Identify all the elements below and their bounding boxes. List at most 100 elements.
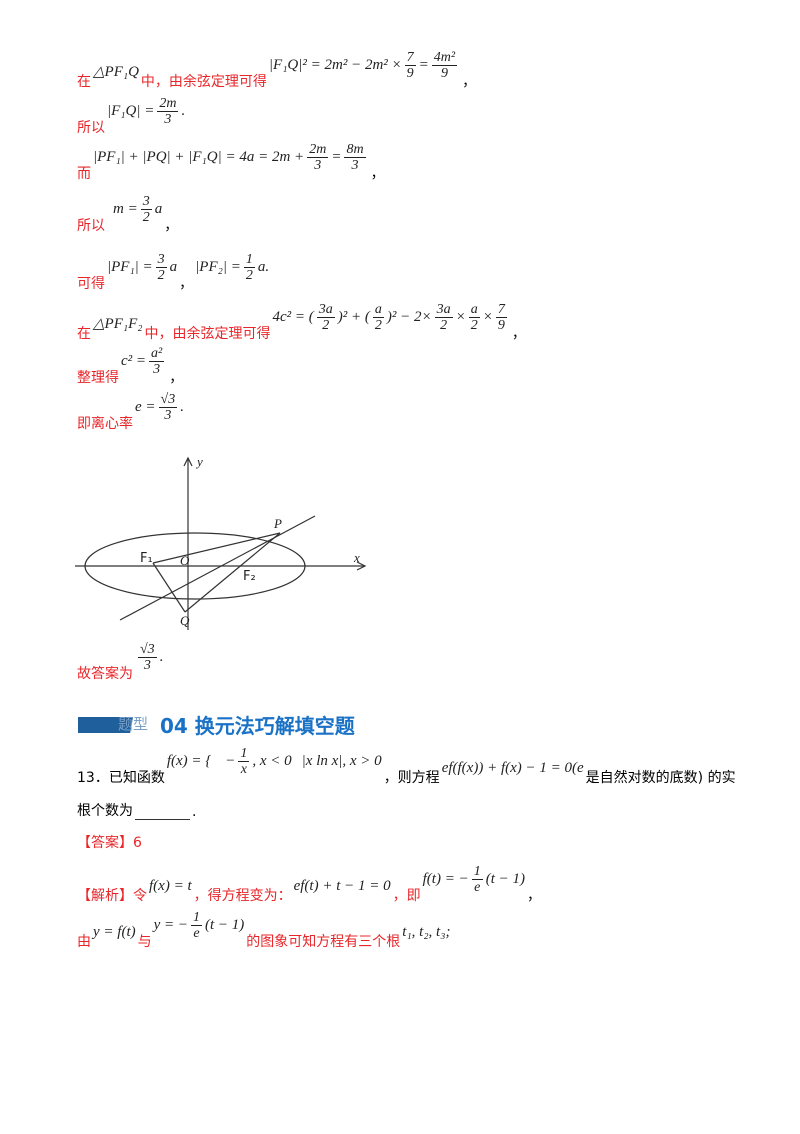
expr: −	[225, 753, 236, 769]
label-x: x	[353, 550, 360, 565]
num: √3	[138, 642, 157, 658]
math-eq: |F₁Q| = 2m 3.	[107, 96, 185, 127]
den: 3	[143, 658, 151, 673]
num: 1	[243, 252, 255, 268]
text: 根个数为	[77, 803, 133, 819]
expr: e =	[135, 399, 156, 415]
math: y = − 1 e (t − 1)	[154, 910, 245, 941]
math: y = f(t)	[93, 924, 136, 940]
expr: f(t) = −	[422, 871, 469, 887]
expr: .	[181, 103, 186, 119]
math: ef(t) + t − 1 = 0	[293, 878, 391, 894]
fraction: 3a 2	[316, 302, 335, 333]
text: ，	[462, 74, 477, 90]
text: .	[192, 804, 197, 820]
fraction: 8m 3	[344, 142, 366, 173]
expr: =	[418, 57, 429, 73]
expr: (t − 1)	[205, 917, 245, 933]
section-heading: 题型 04 换元法巧解填空题	[78, 710, 355, 739]
badge-text: 题型	[118, 714, 149, 733]
expr: a.	[257, 259, 270, 275]
expr: )² + (	[337, 309, 370, 325]
text: ，	[179, 276, 194, 292]
text: 整理得	[77, 370, 119, 386]
text: ，得方程变为：	[193, 888, 292, 904]
den: 3	[153, 362, 161, 377]
den: e	[193, 926, 200, 941]
text: 而	[77, 166, 91, 182]
expr: |PF₁| =	[107, 259, 153, 275]
num: 3	[140, 194, 152, 210]
den: 3	[351, 158, 359, 173]
text: 所以	[77, 218, 105, 234]
math-eq: |PF₁| + |PQ| + |F₁Q| = 4a = 2m + 2m 3 = 8…	[93, 142, 369, 173]
text: 即离心率	[77, 416, 133, 432]
num: 3a	[434, 302, 453, 318]
x-axis-arrow	[356, 561, 367, 571]
den: 9	[440, 66, 448, 81]
y-axis-arrow	[183, 456, 193, 467]
section-badge: 题型	[78, 715, 148, 733]
answer-blank	[135, 819, 190, 820]
text: ) 的实	[697, 770, 736, 786]
num: 8m	[344, 142, 366, 158]
math-equation: ef(f(x)) + f(x) − 1 = 0(e	[441, 760, 584, 776]
text: 与	[137, 934, 152, 950]
text: 由	[77, 934, 91, 950]
fraction: 2m 3	[157, 96, 179, 127]
expr: .	[159, 649, 164, 665]
text: ，即	[392, 888, 421, 904]
text: 可得	[77, 276, 105, 292]
text: ，	[164, 218, 179, 234]
den: 2	[470, 318, 478, 333]
den: 2	[440, 318, 448, 333]
label-f2: F₂	[243, 569, 256, 584]
expr: f(x) = {	[166, 753, 212, 769]
math-eq: c² = a² 3	[121, 346, 167, 377]
text: ，	[169, 370, 184, 386]
num: 3a	[316, 302, 335, 318]
den: 2	[245, 268, 253, 283]
question-13-line2: 根个数为.	[77, 800, 196, 820]
fraction: 2m 3	[307, 142, 329, 173]
segment-f1-q	[152, 562, 186, 613]
expr: =	[331, 149, 342, 165]
text: 故答案为	[77, 666, 133, 682]
num: 1	[191, 910, 203, 926]
text: 的图象可知方程有三个根	[246, 934, 401, 950]
den: e	[474, 880, 481, 895]
num: 4m²	[431, 50, 458, 66]
expr: a	[169, 259, 178, 275]
num: 3	[155, 252, 167, 268]
segment-f1-p	[152, 532, 281, 564]
answer-line: 【答案】6	[77, 832, 142, 852]
math-triangle: △PF₁Q	[93, 64, 139, 80]
num: √3	[158, 392, 178, 408]
math-eq: |PF₂| = 1 2 a.	[195, 252, 269, 283]
den: x	[240, 762, 247, 777]
math: f(t) = − 1 e (t − 1)	[423, 864, 525, 895]
label-p: P	[273, 516, 282, 531]
num: 1	[238, 746, 250, 762]
math: t₁, t₂, t₃;	[402, 924, 451, 940]
text: ，	[370, 166, 385, 182]
analysis-line2: 由 y = f(t) 与 y = − 1 e (t − 1) 的图象可知方程有三个根…	[77, 910, 452, 951]
den: 2	[374, 318, 382, 333]
text: ，则方程	[383, 770, 440, 786]
num: 2m	[307, 142, 329, 158]
answer-text: 【答案】6	[77, 835, 142, 851]
math: f(x) = t	[149, 878, 192, 894]
section-title: 04 换元法巧解填空题	[160, 714, 355, 738]
text: 13．已知函数	[77, 770, 165, 786]
den: 2	[142, 210, 150, 225]
text: 【解析】令	[77, 888, 147, 904]
